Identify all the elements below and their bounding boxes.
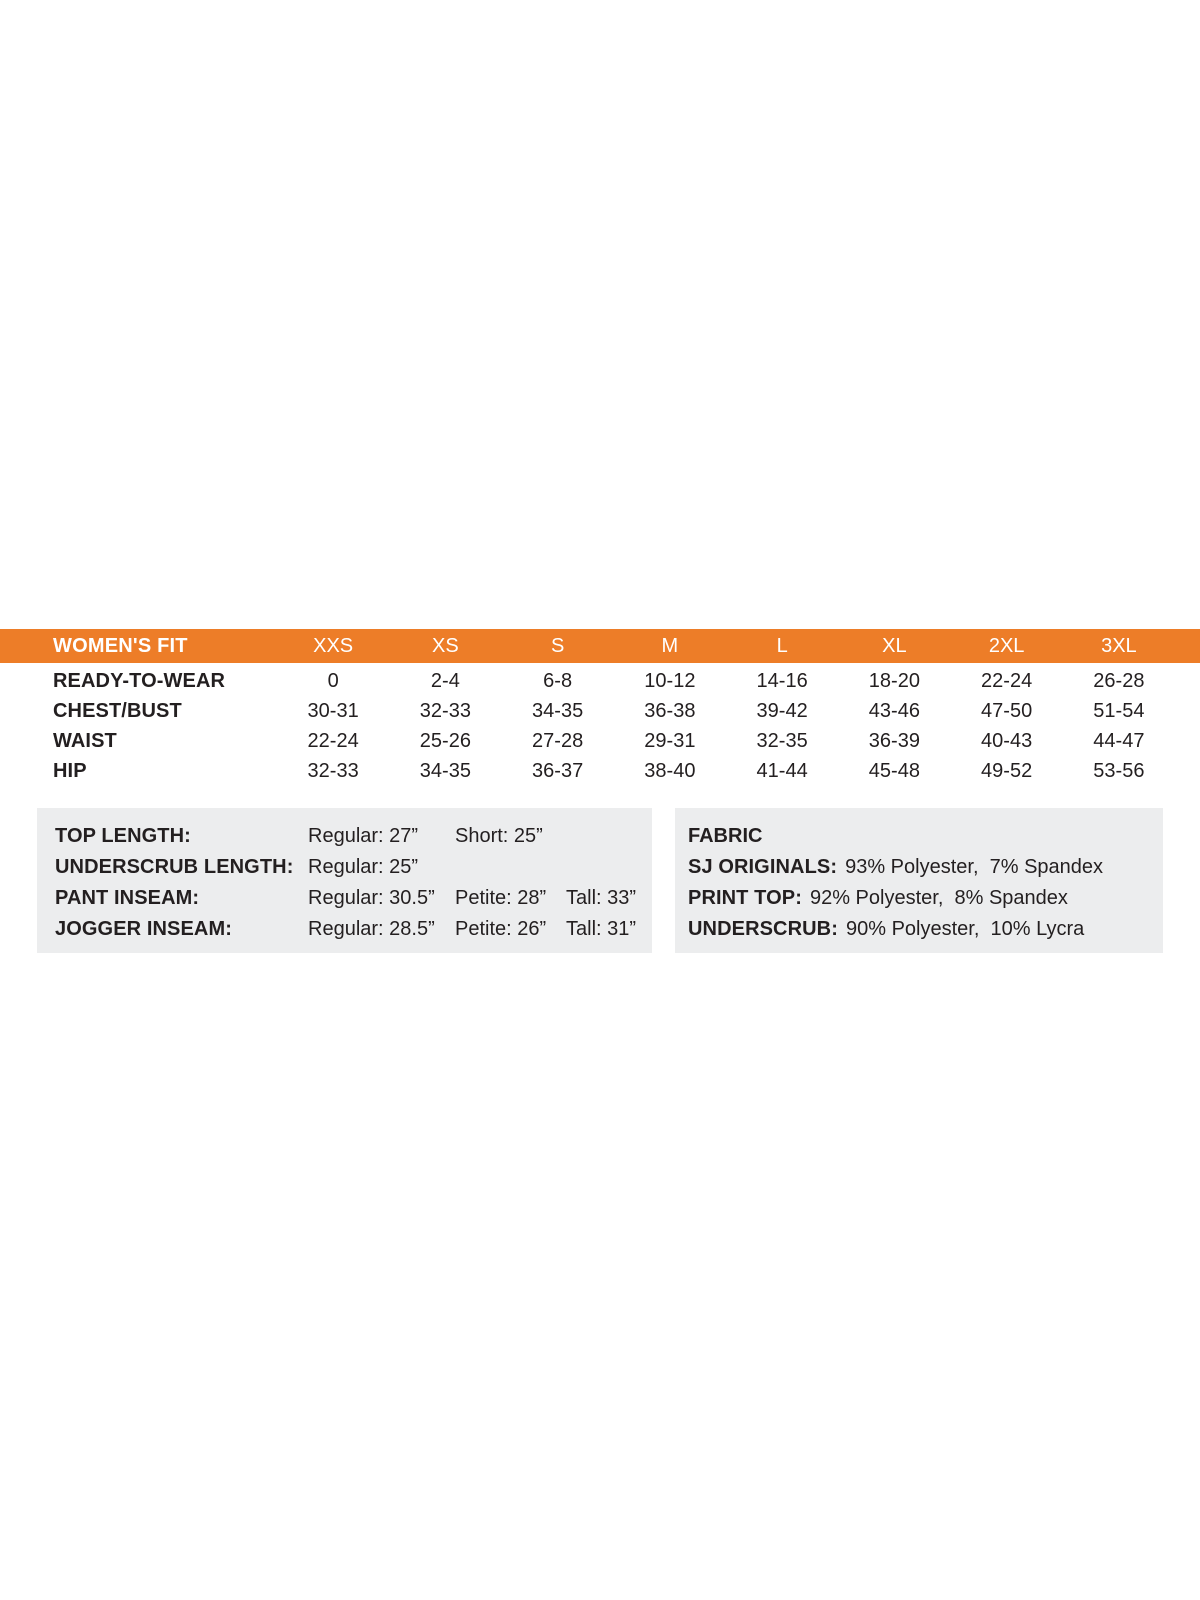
table-cell: 32-35: [756, 729, 808, 752]
table-cell: 34-35: [419, 759, 471, 782]
table-row-waist: WAIST 22-24 25-26 27-28 29-31 32-35 36-3…: [0, 726, 1200, 756]
table-cell: 27-28: [532, 729, 584, 752]
size-table-body: READY-TO-WEAR 0 2-4 6-8 10-12 14-16 18-2…: [0, 666, 1200, 786]
table-cell: 26-28: [1093, 669, 1145, 692]
table-cell: 22-24: [307, 729, 359, 752]
fabric-row-sj-originals: SJ ORIGINALS: 93% Polyester, 7% Spandex: [688, 852, 1163, 883]
fabric-row-underscrub: UNDERSCRUB: 90% Polyester, 10% Lycra: [688, 914, 1163, 945]
table-row-ready-to-wear: READY-TO-WEAR 0 2-4 6-8 10-12 14-16 18-2…: [0, 666, 1200, 696]
measurement-label: TOP LENGTH:: [55, 825, 191, 847]
measurement-label: PANT INSEAM:: [55, 887, 200, 909]
table-cell: 34-35: [532, 699, 584, 722]
table-cell: 6-8: [543, 669, 573, 692]
size-column-xl: XL: [882, 634, 907, 657]
table-cell: 49-52: [981, 759, 1033, 782]
fabric-row-print-top: PRINT TOP: 92% Polyester, 8% Spandex: [688, 883, 1163, 914]
table-cell: 0: [327, 669, 339, 692]
table-cell: 30-31: [307, 699, 359, 722]
fabric-value: 92% Polyester, 8% Spandex: [809, 887, 1068, 909]
table-cell: 45-48: [868, 759, 920, 782]
measurement-row-pant-inseam: PANT INSEAM: Regular: 30.5” Petite: 28” …: [55, 883, 652, 914]
size-column-xs: XS: [432, 634, 459, 657]
fabric-title-row: FABRIC: [688, 821, 1163, 852]
size-table-title: WOMEN'S FIT: [53, 634, 188, 657]
table-cell: 32-33: [419, 699, 471, 722]
table-cell: 36-37: [532, 759, 584, 782]
measurement-value: Tall: 33”: [566, 887, 637, 909]
size-column-2xl: 2XL: [988, 634, 1025, 657]
table-cell: 47-50: [981, 699, 1033, 722]
table-cell: 51-54: [1093, 699, 1145, 722]
measurement-label: JOGGER INSEAM:: [55, 918, 232, 940]
table-cell: 18-20: [868, 669, 920, 692]
table-cell: 29-31: [644, 729, 696, 752]
fabric-panel: FABRIC SJ ORIGINALS: 93% Polyester, 7% S…: [675, 808, 1163, 953]
row-label: HIP: [53, 759, 87, 782]
measurement-value: Regular: 30.5”: [308, 887, 435, 909]
table-cell: 40-43: [981, 729, 1033, 752]
measurement-value: Petite: 28”: [455, 887, 547, 909]
size-column-s: S: [550, 634, 565, 657]
table-cell: 53-56: [1093, 759, 1145, 782]
size-column-3xl: 3XL: [1101, 634, 1137, 657]
fabric-label: UNDERSCRUB:: [688, 918, 838, 940]
table-cell: 41-44: [756, 759, 808, 782]
measurement-value: Tall: 31”: [566, 918, 637, 940]
fabric-label: PRINT TOP:: [688, 887, 802, 909]
table-cell: 43-46: [868, 699, 920, 722]
table-cell: 44-47: [1093, 729, 1145, 752]
table-cell: 39-42: [756, 699, 808, 722]
measurement-row-underscrub-length: UNDERSCRUB LENGTH: Regular: 25”: [55, 852, 652, 883]
table-cell: 14-16: [756, 669, 808, 692]
size-column-m: M: [661, 634, 679, 657]
size-column-l: L: [776, 634, 788, 657]
fabric-label: SJ ORIGINALS:: [688, 856, 838, 878]
table-cell: 2-4: [430, 669, 460, 692]
measurement-value: Regular: 28.5”: [308, 918, 435, 940]
row-label: WAIST: [53, 729, 117, 752]
measurement-value: Regular: 27”: [308, 825, 419, 847]
table-cell: 36-39: [868, 729, 920, 752]
table-row-chest-bust: CHEST/BUST 30-31 32-33 34-35 36-38 39-42…: [0, 696, 1200, 726]
fabric-title: FABRIC: [688, 825, 763, 847]
table-cell: 32-33: [307, 759, 359, 782]
measurement-value: Regular: 25”: [308, 856, 419, 878]
measurements-panel: TOP LENGTH: Regular: 27” Short: 25” UNDE…: [37, 808, 652, 953]
measurement-row-top-length: TOP LENGTH: Regular: 27” Short: 25”: [55, 821, 652, 852]
measurement-value: Short: 25”: [455, 825, 543, 847]
table-row-hip: HIP 32-33 34-35 36-37 38-40 41-44 45-48 …: [0, 756, 1200, 786]
table-cell: 38-40: [644, 759, 696, 782]
row-label: CHEST/BUST: [53, 699, 182, 722]
measurement-value: Petite: 26”: [455, 918, 547, 940]
size-column-xxs: XXS: [313, 634, 354, 657]
measurement-label: UNDERSCRUB LENGTH:: [55, 856, 294, 878]
fabric-value: 90% Polyester, 10% Lycra: [846, 918, 1085, 940]
size-table-header-bar: WOMEN'S FIT XXS XS S M L XL 2XL 3XL: [0, 629, 1200, 663]
table-cell: 36-38: [644, 699, 696, 722]
table-cell: 22-24: [981, 669, 1033, 692]
row-label: READY-TO-WEAR: [53, 669, 226, 692]
table-cell: 25-26: [419, 729, 471, 752]
measurement-row-jogger-inseam: JOGGER INSEAM: Regular: 28.5” Petite: 26…: [55, 914, 652, 945]
table-cell: 10-12: [644, 669, 696, 692]
fabric-value: 93% Polyester, 7% Spandex: [845, 856, 1104, 878]
